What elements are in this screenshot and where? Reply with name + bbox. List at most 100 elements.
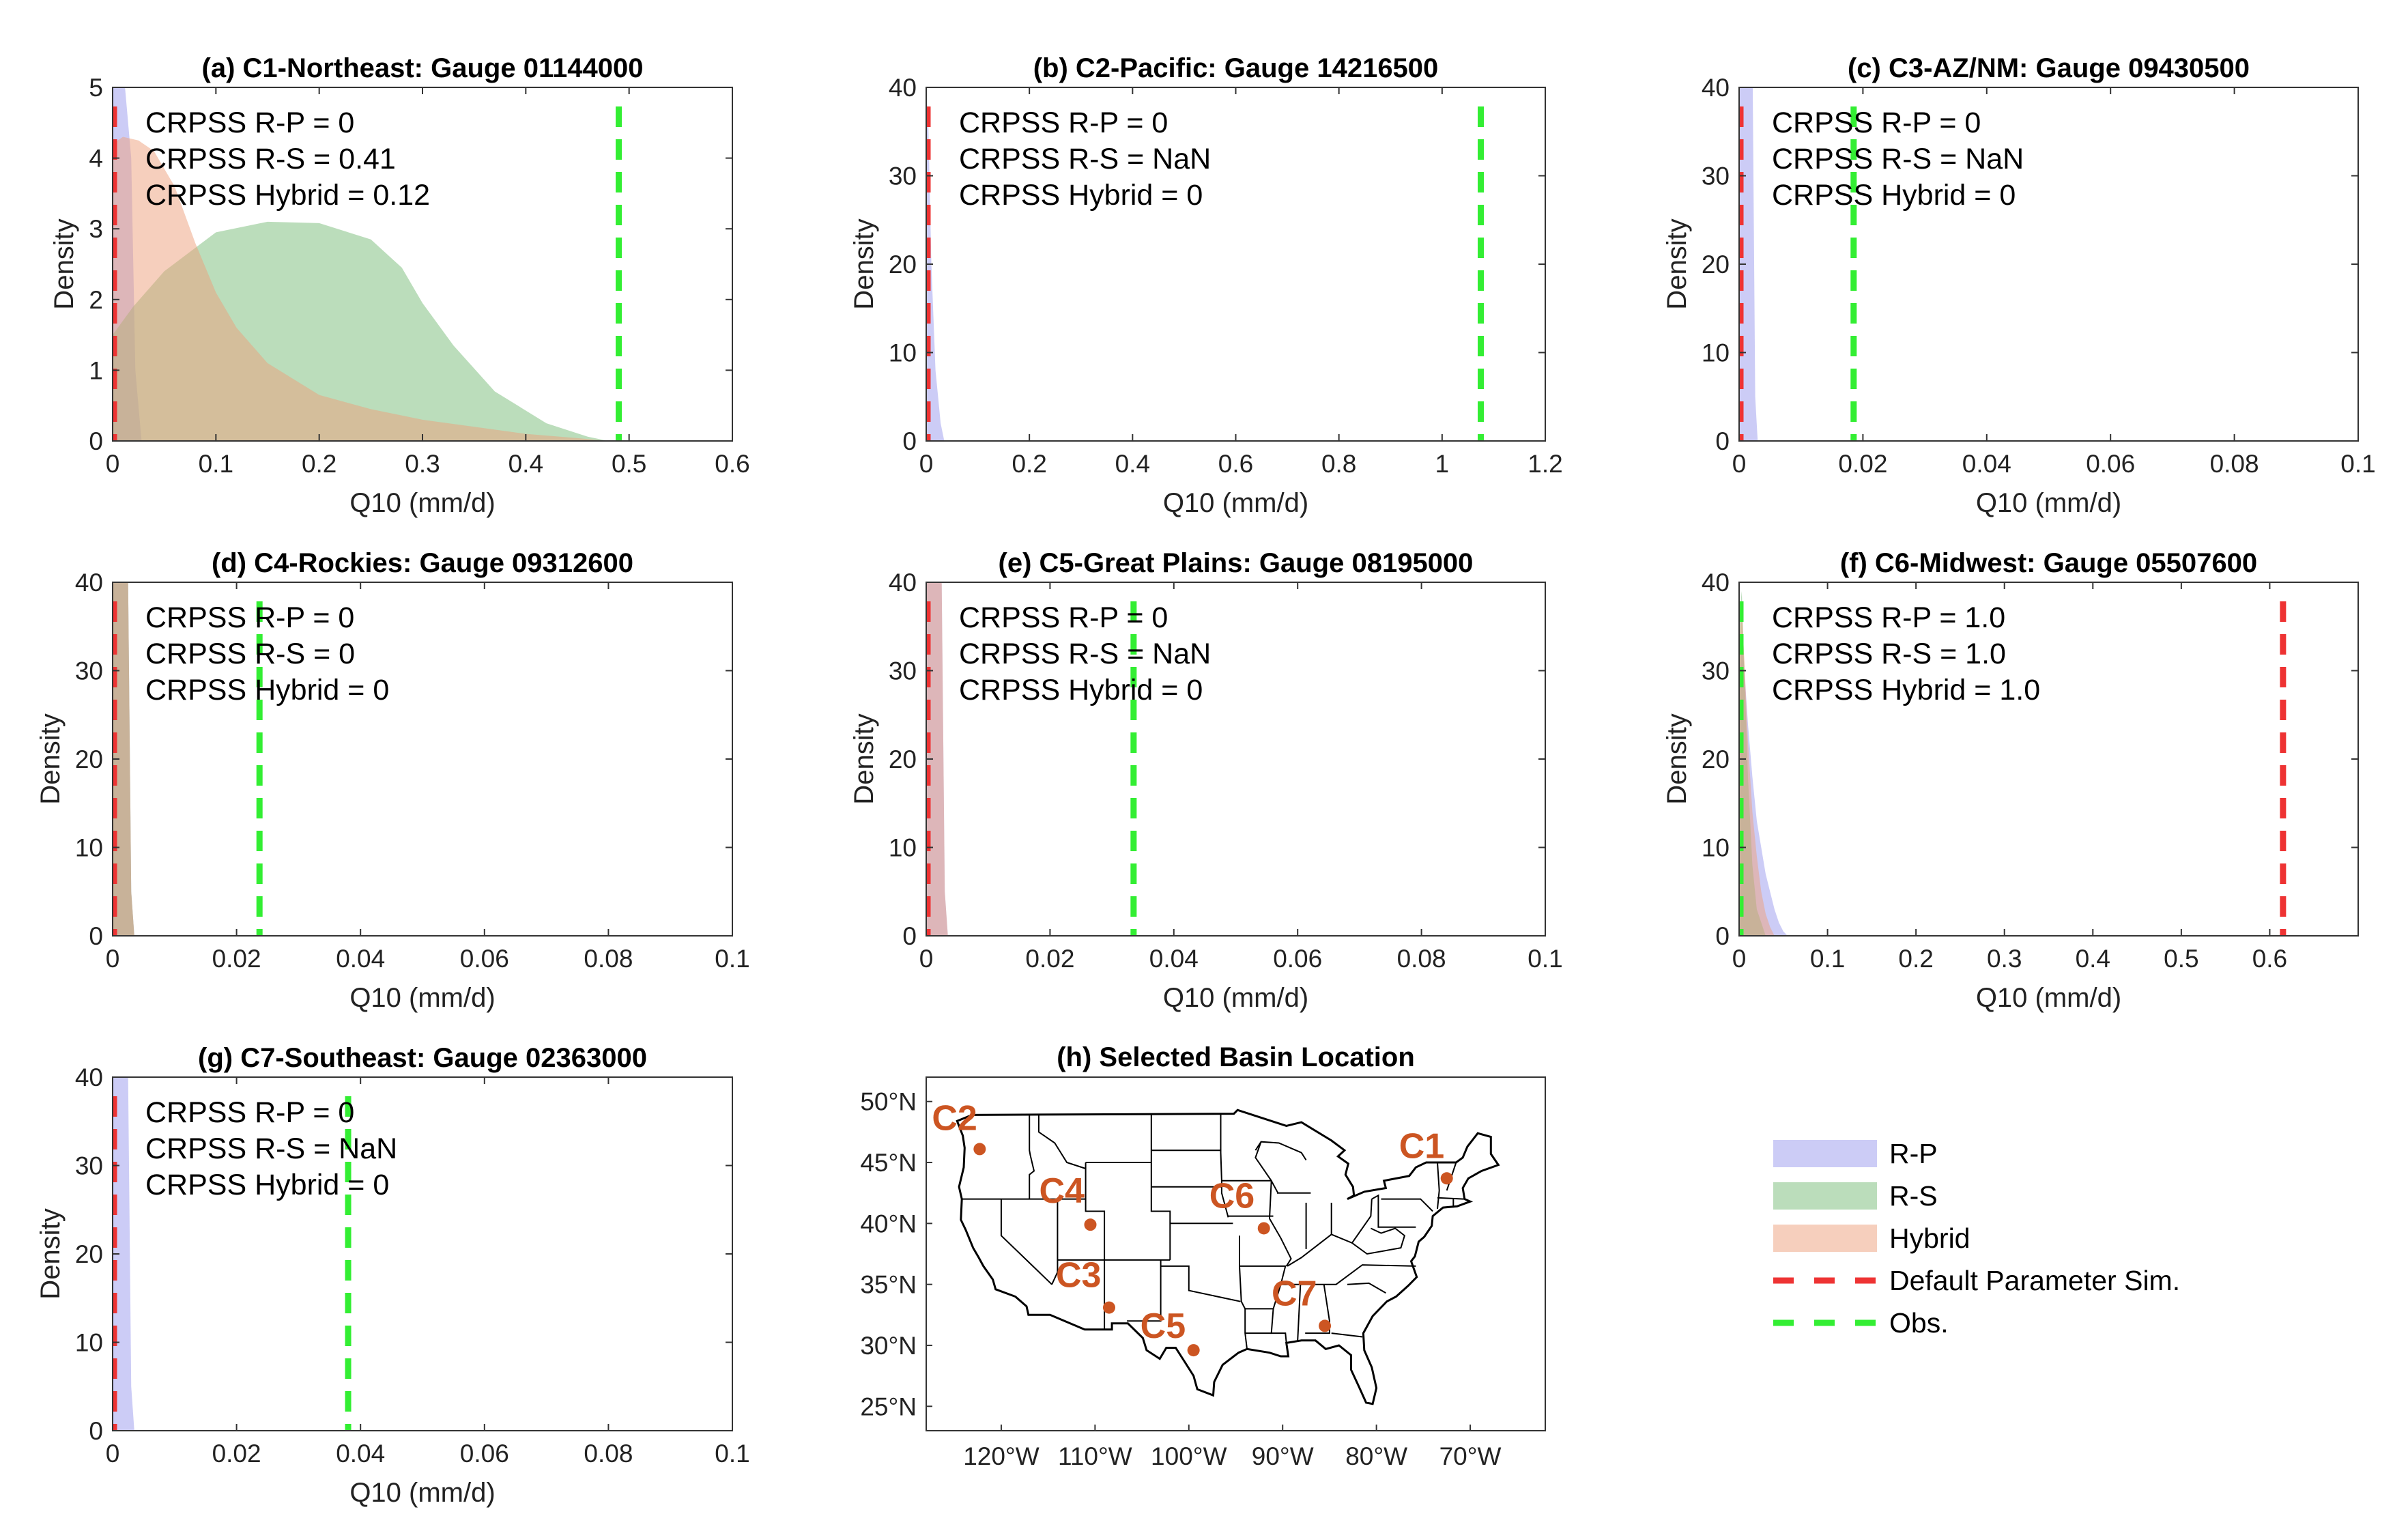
- y-axis-label: Density: [35, 713, 66, 804]
- plot-area: [1739, 87, 2358, 441]
- x-tick-label: 0.3: [405, 450, 440, 478]
- basin-label: C6: [1209, 1176, 1255, 1216]
- x-tick-label: 0.1: [2340, 450, 2375, 478]
- y-tick-label: 3: [89, 215, 103, 243]
- state-border: [1270, 1180, 1279, 1194]
- x-tick-label: 0.06: [2086, 450, 2135, 478]
- state-borders: [962, 1113, 1464, 1349]
- x-axis-label: Q10 (mm/d): [349, 1478, 495, 1508]
- series-group: [1739, 590, 2287, 936]
- basin-marker: [973, 1143, 986, 1156]
- y-tick-label: 40: [889, 569, 917, 597]
- density-panel-4: 0 0.02 0.04 0.06 0.08 0.1 0 10 20 30 40 (d) C4-Rock…: [35, 548, 750, 1013]
- crpss-annotation: CRPSS Hybrid = 0: [959, 179, 1203, 212]
- basin-label: C5: [1141, 1306, 1186, 1346]
- x-tick-label: 0.1: [1528, 945, 1562, 973]
- y-tick-label: 20: [1702, 251, 1730, 278]
- state-border: [1381, 1198, 1433, 1212]
- x-tick-label: 0: [1732, 945, 1747, 973]
- crpss-annotation: CRPSS R-P = 0: [959, 601, 1168, 634]
- x-tick-label: 0: [106, 945, 120, 973]
- crpss-annotation: CRPSS R-P = 0: [959, 106, 1168, 139]
- x-tick-label: 0.04: [1962, 450, 2011, 478]
- y-tick-label: 0: [89, 427, 103, 455]
- us-outline: [956, 1109, 1500, 1405]
- crpss-annotation: CRPSS Hybrid = 0: [145, 1169, 389, 1201]
- x-tick-label: 0.08: [584, 945, 633, 973]
- basin-marker: [1084, 1218, 1097, 1231]
- legend: R-P R-S Hybrid Default Parameter Sim. Obs.: [1773, 1138, 2180, 1339]
- y-tick-label: 40: [1702, 569, 1730, 597]
- density-panel-6: 0 0.1 0.2 0.3 0.4 0.5 0.6 0 10 20 30 40 (f) C6-Midwe…: [1662, 548, 2359, 1013]
- lat-tick-label: 30°N: [860, 1332, 917, 1360]
- basin-label: C1: [1399, 1126, 1444, 1166]
- y-tick-label: 20: [1702, 745, 1730, 773]
- y-tick-label: 10: [1702, 834, 1730, 862]
- x-axis-label: Q10 (mm/d): [1976, 983, 2121, 1013]
- crpss-annotation: CRPSS R-P = 0: [145, 601, 354, 634]
- y-tick-label: 30: [1702, 657, 1730, 685]
- state-border: [1127, 1259, 1162, 1322]
- crpss-annotation: CRPSS R-P = 0: [145, 1096, 354, 1129]
- x-tick-label: 0.06: [1273, 945, 1322, 973]
- map-frame: [926, 1076, 1546, 1431]
- series-group: [113, 87, 622, 441]
- x-tick-label: 0.04: [336, 945, 385, 973]
- y-tick-label: 30: [889, 657, 917, 685]
- plot-area: [1739, 582, 2358, 936]
- plot-area: [113, 582, 732, 936]
- state-border: [1085, 1162, 1106, 1330]
- density-panel-1: 0 0.1 0.2 0.3 0.4 0.5 0.6 0 1 2 3 4 5 (a) C1-Northeas…: [49, 53, 750, 518]
- y-axis-label: Density: [849, 218, 879, 309]
- x-tick-label: 0.1: [1810, 945, 1845, 973]
- state-border: [1297, 1284, 1302, 1341]
- panel-title: (f) C6-Midwest: Gauge 05507600: [1840, 548, 2257, 578]
- x-tick-label: 0.6: [2252, 945, 2287, 973]
- x-tick-label: 0: [919, 450, 934, 478]
- x-tick-label: 0.3: [1987, 945, 2022, 973]
- x-tick-label: 1.2: [1528, 450, 1562, 478]
- lon-tick-label: 80°W: [1345, 1442, 1407, 1470]
- x-tick-label: 0.08: [584, 1440, 633, 1468]
- crpss-annotation: CRPSS R-S = NaN: [145, 1132, 397, 1165]
- panel-title: (b) C2-Pacific: Gauge 14216500: [1033, 53, 1439, 83]
- legend-label: Obs.: [1889, 1307, 1949, 1339]
- basin-marker: [1440, 1172, 1453, 1185]
- state-border: [1287, 1199, 1373, 1267]
- state-border: [1037, 1113, 1086, 1169]
- x-tick-label: 0.5: [612, 450, 646, 478]
- density-panel-7: 0 0.02 0.04 0.06 0.08 0.1 0 10 20 30 40 (g) C7-Sout…: [35, 1043, 750, 1508]
- x-tick-label: 0.1: [199, 450, 233, 478]
- x-tick-label: 0.6: [715, 450, 749, 478]
- state-border: [1029, 1113, 1035, 1199]
- y-axis-label: Density: [1662, 218, 1692, 309]
- state-border: [1255, 1141, 1307, 1161]
- y-tick-label: 40: [889, 74, 917, 102]
- y-tick-label: 0: [1715, 922, 1730, 950]
- basin-label: C7: [1272, 1274, 1317, 1313]
- x-tick-label: 0.08: [2210, 450, 2259, 478]
- state-border: [1000, 1199, 1052, 1285]
- plot-area: [113, 1077, 732, 1431]
- y-tick-label: 0: [902, 922, 917, 950]
- plot-area: [926, 87, 1545, 441]
- crpss-annotation: CRPSS R-P = 0: [145, 106, 354, 139]
- basin-map-panel: (h) Selected Basin Location 120°W 110°W 100…: [860, 1042, 1546, 1470]
- y-tick-label: 1: [89, 356, 103, 384]
- y-tick-label: 20: [889, 745, 917, 773]
- y-tick-label: 40: [75, 569, 103, 597]
- map-title: (h) Selected Basin Location: [1057, 1042, 1415, 1072]
- state-border: [1160, 1265, 1241, 1302]
- legend-swatch-hybrid: [1773, 1225, 1877, 1252]
- x-tick-label: 0: [106, 1440, 120, 1468]
- x-tick-label: 0.04: [336, 1440, 385, 1468]
- x-tick-label: 0.02: [1025, 945, 1074, 973]
- state-border: [1280, 1264, 1416, 1285]
- x-axis-label: Q10 (mm/d): [349, 983, 495, 1013]
- plot-area: [926, 582, 1545, 936]
- x-tick-label: 0.5: [2164, 945, 2198, 973]
- y-axis-label: Density: [849, 713, 879, 804]
- x-axis-label: Q10 (mm/d): [1163, 983, 1308, 1013]
- legend-label: R-S: [1889, 1180, 1938, 1212]
- y-tick-label: 40: [1702, 74, 1730, 102]
